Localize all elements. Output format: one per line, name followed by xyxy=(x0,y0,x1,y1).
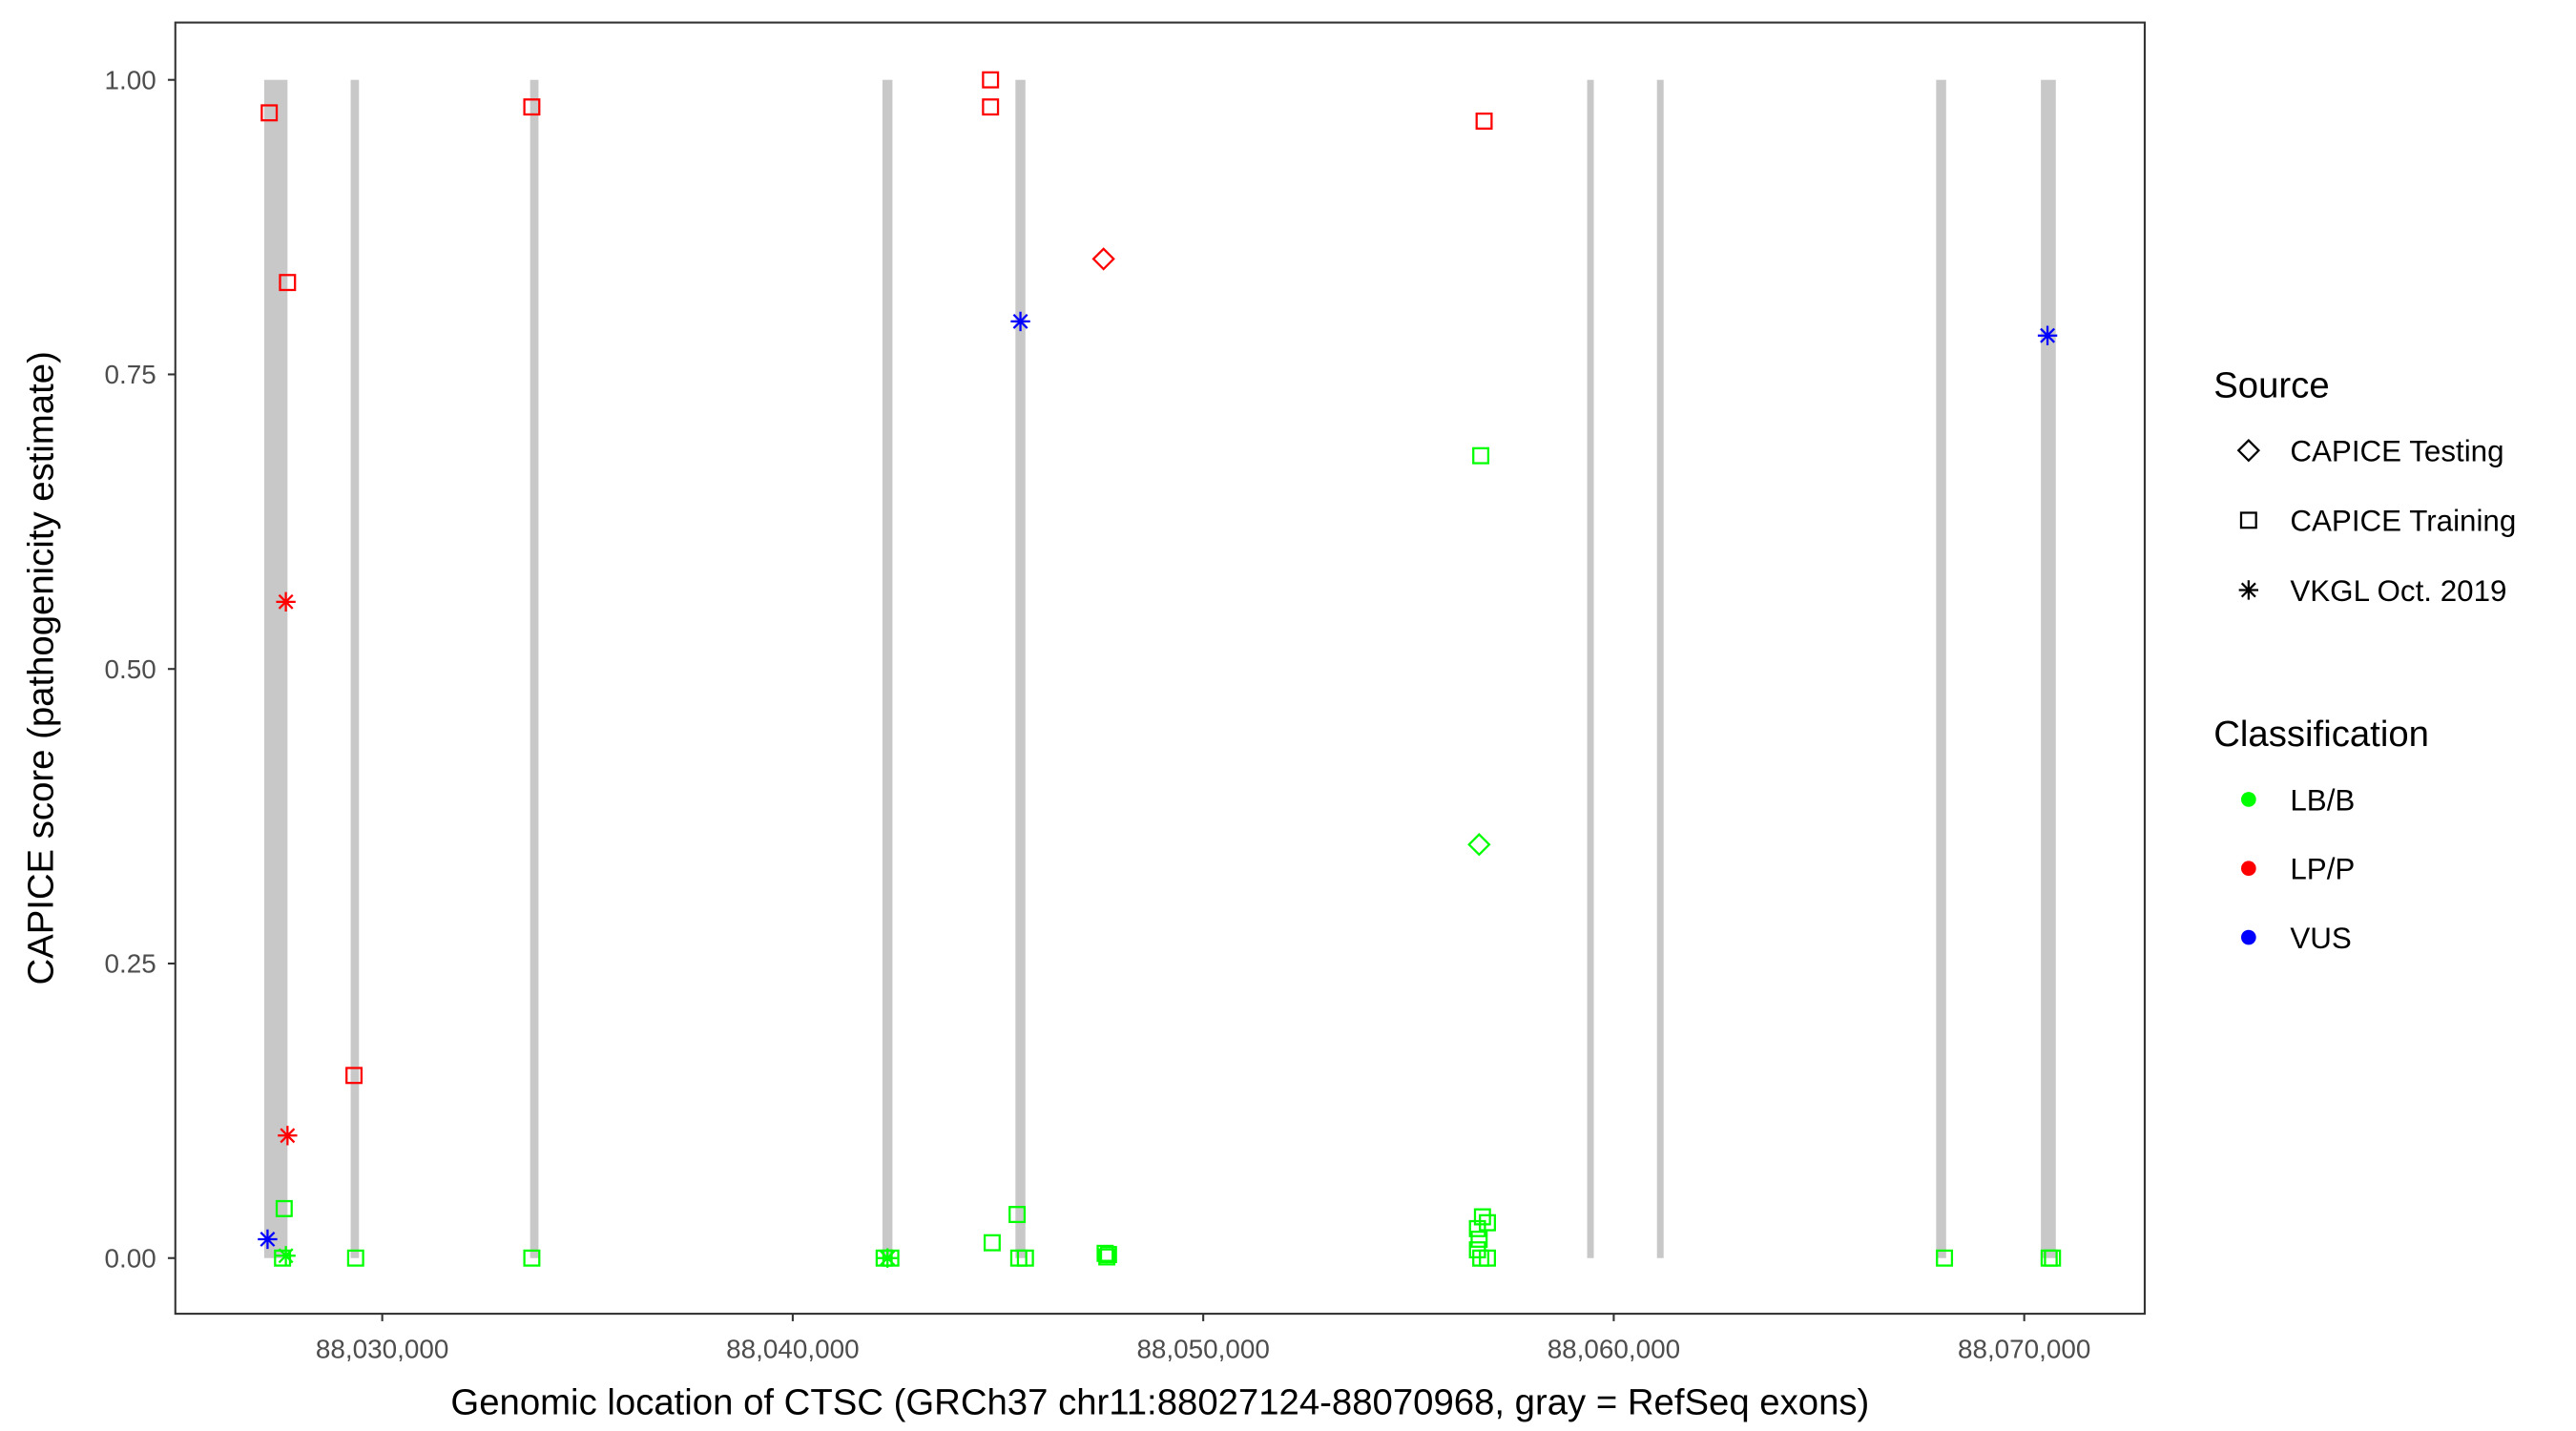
data-point xyxy=(1472,446,1490,465)
data-point xyxy=(1479,1213,1496,1232)
exon-bar xyxy=(1936,79,1946,1258)
exon-bar xyxy=(2041,79,2056,1258)
data-point xyxy=(346,1249,364,1267)
exon-layer xyxy=(263,79,2056,1258)
data-point xyxy=(1473,1208,1491,1226)
data-point xyxy=(982,71,1000,89)
legend-label-source: CAPICE Testing xyxy=(2290,434,2503,467)
data-point xyxy=(2044,1249,2062,1267)
data-point xyxy=(1475,112,1493,130)
exon-bar xyxy=(1656,79,1664,1258)
data-point xyxy=(1010,311,1030,332)
x-tick-label: 88,040,000 xyxy=(726,1334,859,1363)
exon-bar xyxy=(882,79,893,1258)
exon-bar xyxy=(263,79,288,1258)
exon-bar xyxy=(1587,79,1594,1258)
data-point xyxy=(523,98,541,116)
data-point xyxy=(1470,1231,1488,1248)
x-tick-label: 88,070,000 xyxy=(1958,1334,2090,1363)
y-tick-label: 0.75 xyxy=(105,360,156,389)
data-point xyxy=(275,1199,293,1217)
data-point xyxy=(1467,833,1491,857)
data-point xyxy=(276,1246,296,1266)
panel-border xyxy=(174,21,2147,1316)
exon-bar xyxy=(530,79,539,1258)
data-point xyxy=(345,1067,364,1085)
legend-key-square-icon xyxy=(2239,511,2257,529)
data-point xyxy=(1008,1206,1027,1224)
legend-title-source: Source xyxy=(2213,364,2329,405)
x-tick-label: 88,030,000 xyxy=(316,1334,448,1363)
x-tick-label: 88,050,000 xyxy=(1136,1334,1269,1363)
data-point xyxy=(878,1248,898,1268)
data-point xyxy=(276,591,296,612)
data-point xyxy=(1468,1219,1486,1237)
data-point xyxy=(260,104,279,122)
data-point xyxy=(274,1249,292,1267)
y-tick-label: 0.00 xyxy=(105,1243,156,1273)
data-point xyxy=(258,1229,278,1250)
data-point xyxy=(1099,1246,1117,1264)
data-point xyxy=(1016,1249,1034,1267)
y-tick-label: 0.25 xyxy=(105,949,156,979)
data-point xyxy=(1098,1248,1116,1266)
y-tick-label: 0.50 xyxy=(105,654,156,684)
legend-key-diamond-icon xyxy=(2236,438,2261,463)
legend-key-asterisk-icon xyxy=(2238,580,2259,600)
exon-bar xyxy=(350,79,360,1258)
legend-label-classification: VUS xyxy=(2290,922,2351,955)
data-point xyxy=(982,98,1000,116)
data-point xyxy=(1479,1249,1496,1267)
points-layer xyxy=(258,71,2062,1268)
legend-key-dot-icon xyxy=(2241,861,2256,877)
data-point xyxy=(523,1249,541,1267)
data-point xyxy=(1096,1244,1114,1262)
legend: Source CAPICE Testing CAPICE Training VKGL… xyxy=(2213,364,2516,954)
exon-bar xyxy=(1015,79,1026,1258)
legend-label-source: CAPICE Training xyxy=(2290,505,2516,538)
data-point xyxy=(278,1126,298,1146)
data-point xyxy=(279,274,297,292)
legend-key-dot-icon xyxy=(2241,792,2256,807)
data-point xyxy=(983,1234,1001,1252)
x-axis-title: Genomic location of CTSC (GRCh37 chr11:8… xyxy=(450,1381,1869,1422)
legend-label-source: VKGL Oct. 2019 xyxy=(2290,574,2506,608)
legend-title-classification: Classification xyxy=(2213,714,2429,755)
x-axis: 88,030,000 88,040,000 88,050,000 88,060,000… xyxy=(316,1314,2090,1363)
legend-label-classification: LB/B xyxy=(2290,783,2355,817)
x-tick-label: 88,060,000 xyxy=(1548,1334,1680,1363)
data-point xyxy=(1091,247,1115,271)
y-tick-label: 1.00 xyxy=(105,65,156,94)
data-point xyxy=(1936,1249,1954,1267)
y-axis-title: CAPICE score (pathogenicity estimate) xyxy=(21,351,62,985)
y-axis: 0.00 0.25 0.50 0.75 1.00 xyxy=(105,65,176,1273)
legend-label-classification: LP/P xyxy=(2290,853,2355,886)
data-point xyxy=(2037,325,2058,345)
legend-key-dot-icon xyxy=(2241,929,2256,945)
